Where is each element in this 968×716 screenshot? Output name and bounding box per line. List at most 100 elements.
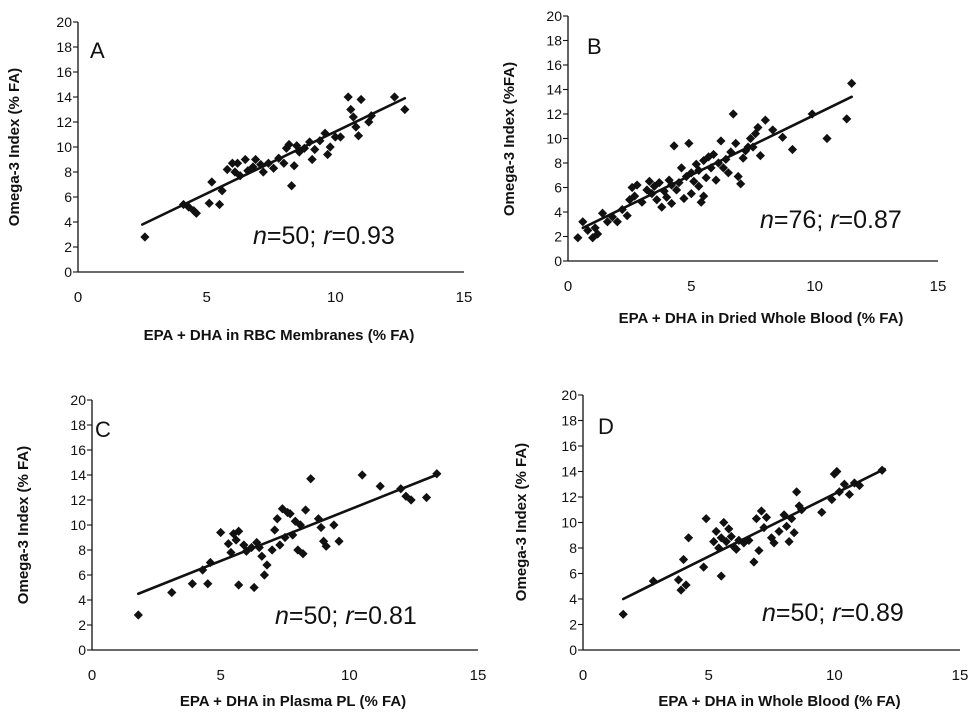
y-tick-label: 6 — [554, 180, 562, 196]
data-point — [711, 175, 721, 185]
y-tick-label: 10 — [56, 139, 72, 155]
data-point — [761, 512, 772, 522]
y-tick-label: 12 — [561, 489, 577, 505]
data-point — [716, 136, 726, 146]
x-tick-label: 10 — [327, 289, 344, 306]
data-point — [769, 538, 779, 548]
data-point — [259, 570, 270, 580]
y-tick-label: 8 — [554, 155, 562, 171]
data-point — [704, 152, 714, 162]
data-point — [667, 198, 677, 209]
data-point — [313, 514, 324, 524]
data-point — [272, 514, 282, 524]
data-point — [607, 212, 617, 222]
data-point — [252, 537, 262, 548]
x-axis-title: EPA + DHA in RBC Membranes (% FA) — [144, 327, 415, 344]
data-point — [257, 551, 267, 561]
data-point — [724, 524, 734, 534]
data-point — [250, 154, 261, 165]
data-point — [573, 233, 583, 243]
x-tick-label: 0 — [74, 289, 82, 306]
data-point — [227, 158, 237, 168]
data-point — [300, 505, 311, 515]
regression-line — [621, 467, 886, 601]
y-tick-label: 18 — [70, 417, 86, 433]
stat-r-value: =0.89 — [841, 599, 904, 627]
data-point — [268, 163, 279, 173]
data-point — [234, 526, 244, 536]
data-point — [346, 104, 356, 115]
data-point — [678, 554, 689, 565]
x-tick-label: 5 — [687, 278, 695, 295]
data-point — [167, 587, 177, 598]
data-point — [262, 560, 272, 570]
data-point — [754, 545, 764, 556]
data-point — [701, 514, 711, 524]
data-point — [612, 217, 622, 227]
data-point — [774, 526, 784, 537]
data-point — [679, 193, 689, 204]
data-point — [766, 533, 777, 543]
data-point — [676, 585, 686, 595]
data-point — [286, 181, 297, 191]
y-tick-label: 10 — [546, 131, 562, 147]
data-point — [323, 149, 333, 160]
data-point — [294, 147, 304, 157]
data-point — [738, 153, 748, 163]
y-tick-label: 10 — [561, 515, 577, 531]
data-point — [335, 132, 346, 142]
data-point — [694, 181, 704, 191]
y-tick-label: 20 — [70, 392, 86, 408]
y-tick-label: 2 — [554, 229, 562, 245]
stat-n-value: =50; — [776, 599, 832, 627]
y-tick-label: 10 — [70, 517, 86, 533]
stat-r-value: =0.87 — [839, 206, 902, 234]
y-tick-label: 14 — [561, 464, 577, 480]
data-point — [602, 217, 613, 227]
stat-r-label: r — [345, 602, 355, 630]
data-point — [760, 115, 770, 125]
y-tick-label: 2 — [569, 617, 577, 633]
stat-r-value: =0.81 — [354, 602, 417, 630]
data-point — [249, 582, 259, 593]
data-point — [789, 528, 799, 538]
x-axis-title: EPA + DHA in Dried Whole Blood (% FA) — [619, 310, 904, 327]
data-point — [632, 180, 642, 190]
data-point — [207, 177, 217, 187]
data-point — [214, 199, 225, 210]
data-point — [684, 138, 694, 148]
y-axis-title: Omega-3 Index (% FA) — [15, 446, 32, 604]
data-point — [817, 507, 827, 517]
data-point — [622, 211, 632, 221]
stat-n-label: n — [253, 222, 267, 250]
data-point — [644, 176, 654, 186]
x-tick-label: 0 — [88, 667, 96, 684]
y-tick-label: 12 — [70, 492, 86, 508]
panel-letter: A — [90, 38, 105, 63]
x-tick-label: 15 — [930, 278, 947, 295]
y-tick-label: 16 — [56, 64, 72, 80]
data-point — [657, 202, 667, 212]
data-point — [222, 164, 232, 175]
data-point — [649, 181, 659, 191]
data-point — [284, 139, 294, 150]
stat-n-value: =50; — [267, 222, 323, 250]
data-point — [718, 163, 728, 173]
data-point — [351, 122, 361, 132]
data-point — [723, 168, 733, 178]
y-axis-title: Omega-3 Index (% FA) — [513, 443, 530, 601]
data-point — [353, 131, 364, 141]
data-point — [315, 136, 325, 146]
y-tick-label: 16 — [70, 442, 86, 458]
y-tick-label: 4 — [64, 214, 72, 230]
data-point — [216, 527, 226, 538]
data-point — [699, 191, 709, 201]
data-point — [807, 109, 817, 119]
data-point — [320, 128, 330, 138]
data-point — [298, 549, 308, 559]
data-point — [275, 540, 285, 550]
data-point — [731, 138, 741, 148]
data-point — [708, 149, 719, 160]
x-axis-title: EPA + DHA in Whole Blood (% FA) — [658, 693, 900, 710]
